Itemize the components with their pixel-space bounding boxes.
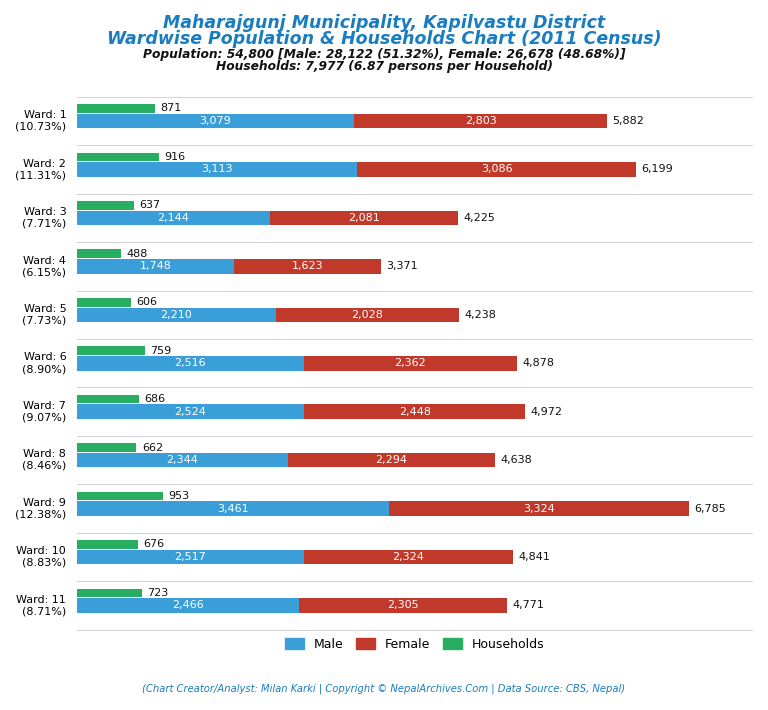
Bar [77, 104, 155, 113]
Text: Households: 7,977 (6.87 persons per Household): Households: 7,977 (6.87 persons per Hous… [216, 60, 552, 73]
Text: 3,324: 3,324 [523, 503, 554, 513]
Bar [77, 443, 137, 452]
Text: 637: 637 [140, 200, 161, 210]
Bar [77, 453, 288, 467]
Text: 2,362: 2,362 [394, 359, 426, 368]
Bar [77, 589, 142, 597]
Text: 2,210: 2,210 [161, 310, 192, 320]
Bar [357, 162, 636, 177]
Text: 3,113: 3,113 [201, 165, 233, 175]
Bar [77, 599, 299, 613]
Text: 2,516: 2,516 [174, 359, 206, 368]
Bar [389, 501, 689, 516]
Bar [304, 405, 525, 419]
Bar [77, 501, 389, 516]
Bar [270, 211, 458, 225]
Bar [77, 201, 134, 209]
Text: 662: 662 [142, 442, 163, 452]
Bar [354, 114, 607, 129]
Text: 871: 871 [161, 104, 182, 114]
Text: 2,028: 2,028 [352, 310, 383, 320]
Bar [77, 356, 303, 371]
Text: 2,524: 2,524 [174, 407, 207, 417]
Text: 4,225: 4,225 [463, 213, 495, 223]
Text: 686: 686 [144, 394, 165, 404]
Text: 4,841: 4,841 [518, 552, 551, 562]
Text: 759: 759 [151, 346, 172, 356]
Text: 3,461: 3,461 [217, 503, 249, 513]
Bar [303, 550, 513, 564]
Bar [299, 599, 507, 613]
Bar [77, 298, 131, 307]
Bar [234, 259, 381, 273]
Text: 1,748: 1,748 [140, 261, 171, 271]
Text: Wardwise Population & Households Chart (2011 Census): Wardwise Population & Households Chart (… [107, 30, 661, 48]
Text: 4,238: 4,238 [464, 310, 496, 320]
Bar [77, 249, 121, 258]
Text: 1,623: 1,623 [292, 261, 323, 271]
Text: 2,466: 2,466 [172, 601, 204, 611]
Bar [77, 405, 304, 419]
Text: 4,878: 4,878 [522, 359, 554, 368]
Text: Population: 54,800 [Male: 28,122 (51.32%), Female: 26,678 (48.68%)]: Population: 54,800 [Male: 28,122 (51.32%… [143, 48, 625, 60]
Text: 4,771: 4,771 [512, 601, 545, 611]
Text: 488: 488 [126, 248, 147, 258]
Text: (Chart Creator/Analyst: Milan Karki | Copyright © NepalArchives.Com | Data Sourc: (Chart Creator/Analyst: Milan Karki | Co… [142, 684, 626, 694]
Text: 2,344: 2,344 [167, 455, 198, 465]
Bar [77, 114, 354, 129]
Bar [77, 346, 145, 355]
Text: 676: 676 [143, 540, 164, 550]
Text: 2,144: 2,144 [157, 213, 189, 223]
Text: 2,294: 2,294 [376, 455, 408, 465]
Bar [77, 550, 303, 564]
Bar [77, 540, 137, 549]
Text: 2,517: 2,517 [174, 552, 206, 562]
Text: 3,079: 3,079 [200, 116, 231, 126]
Text: 5,882: 5,882 [613, 116, 644, 126]
Text: Maharajgunj Municipality, Kapilvastu District: Maharajgunj Municipality, Kapilvastu Dis… [163, 14, 605, 32]
Bar [288, 453, 495, 467]
Text: 3,086: 3,086 [481, 165, 512, 175]
Text: 2,324: 2,324 [392, 552, 425, 562]
Text: 6,199: 6,199 [641, 165, 673, 175]
Text: 4,638: 4,638 [500, 455, 532, 465]
Bar [77, 307, 276, 322]
Text: 916: 916 [164, 152, 186, 162]
Text: 723: 723 [147, 588, 168, 598]
Text: 953: 953 [168, 491, 189, 501]
Legend: Male, Female, Households: Male, Female, Households [280, 633, 549, 656]
Bar [303, 356, 517, 371]
Text: 4,972: 4,972 [531, 407, 562, 417]
Bar [77, 162, 357, 177]
Text: 2,081: 2,081 [348, 213, 379, 223]
Bar [77, 153, 159, 161]
Bar [77, 395, 138, 403]
Text: 2,305: 2,305 [387, 601, 419, 611]
Text: 6,785: 6,785 [694, 503, 726, 513]
Text: 606: 606 [137, 297, 157, 307]
Text: 2,803: 2,803 [465, 116, 497, 126]
Text: 3,371: 3,371 [386, 261, 418, 271]
Text: 2,448: 2,448 [399, 407, 431, 417]
Bar [77, 491, 163, 501]
Bar [276, 307, 458, 322]
Bar [77, 259, 234, 273]
Bar [77, 211, 270, 225]
